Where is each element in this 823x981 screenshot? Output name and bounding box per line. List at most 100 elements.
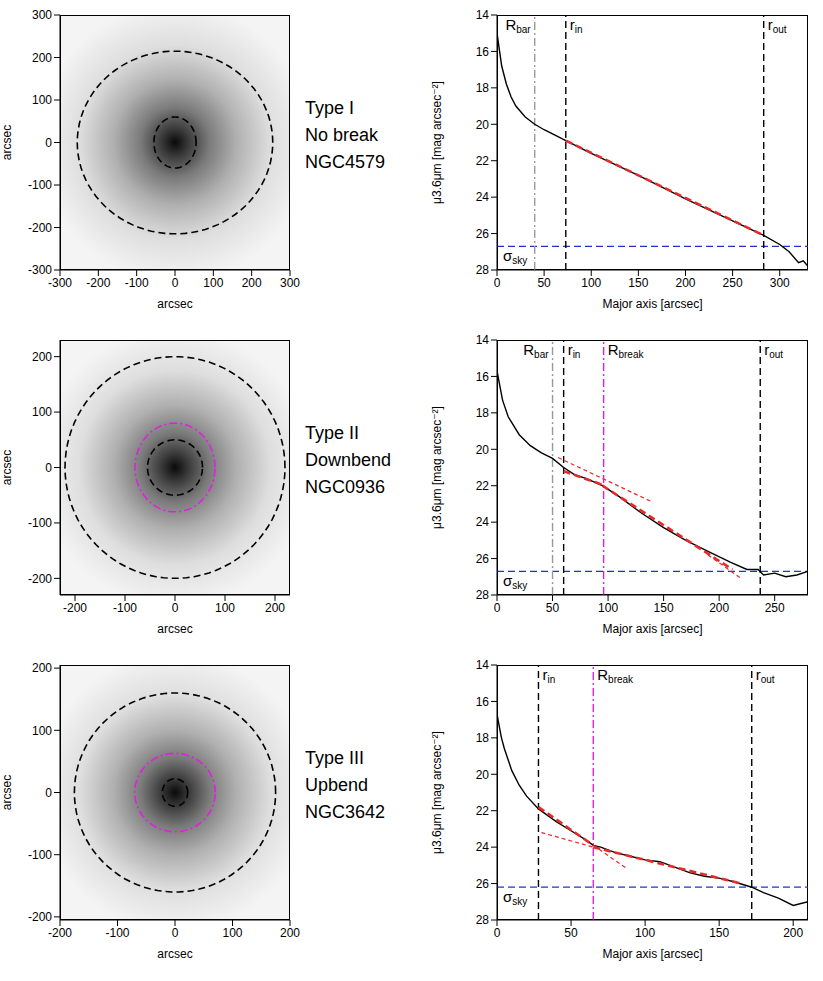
svg-text:200: 200 xyxy=(280,926,300,940)
svg-text:Major axis [arcsec]: Major axis [arcsec] xyxy=(602,297,702,311)
svg-text:σsky: σsky xyxy=(503,572,527,591)
svg-text:0: 0 xyxy=(172,926,179,940)
svg-text:0: 0 xyxy=(45,786,52,800)
svg-text:50: 50 xyxy=(537,276,551,290)
svg-text:24: 24 xyxy=(476,190,490,204)
svg-text:μ3.6μm [mag arcsec⁻²]: μ3.6μm [mag arcsec⁻²] xyxy=(430,406,444,529)
svg-text:150: 150 xyxy=(628,276,648,290)
svg-text:-100: -100 xyxy=(28,848,52,862)
svg-text:Rbreak: Rbreak xyxy=(597,666,634,685)
svg-text:arcsec: arcsec xyxy=(0,450,14,485)
svg-text:0: 0 xyxy=(45,461,52,475)
svg-text:arcsec: arcsec xyxy=(0,775,14,810)
svg-text:18: 18 xyxy=(476,406,490,420)
svg-text:-200: -200 xyxy=(63,601,87,615)
svg-text:200: 200 xyxy=(709,601,729,615)
svg-text:22: 22 xyxy=(476,154,490,168)
svg-text:200: 200 xyxy=(783,926,803,940)
svg-text:250: 250 xyxy=(723,276,743,290)
svg-text:-100: -100 xyxy=(28,516,52,530)
svg-text:arcsec: arcsec xyxy=(157,947,192,961)
svg-text:Major axis [arcsec]: Major axis [arcsec] xyxy=(602,622,702,636)
svg-text:μ3.6μm [mag arcsec⁻²]: μ3.6μm [mag arcsec⁻²] xyxy=(430,81,444,204)
svg-text:100: 100 xyxy=(32,724,52,738)
svg-text:0: 0 xyxy=(172,601,179,615)
svg-text:0: 0 xyxy=(494,926,501,940)
svg-text:-200: -200 xyxy=(28,572,52,586)
svg-text:200: 200 xyxy=(675,276,695,290)
svg-text:0: 0 xyxy=(172,276,179,290)
svg-text:300: 300 xyxy=(280,276,300,290)
svg-text:200: 200 xyxy=(32,350,52,364)
svg-text:rout: rout xyxy=(764,341,783,360)
svg-text:300: 300 xyxy=(32,8,52,22)
svg-text:26: 26 xyxy=(476,877,490,891)
svg-text:-300: -300 xyxy=(48,276,72,290)
svg-text:rin: rin xyxy=(542,666,555,685)
svg-text:arcsec: arcsec xyxy=(157,297,192,311)
svg-text:0: 0 xyxy=(45,136,52,150)
svg-text:-300: -300 xyxy=(28,263,52,277)
svg-text:300: 300 xyxy=(770,276,790,290)
svg-text:14: 14 xyxy=(476,333,490,347)
svg-text:arcsec: arcsec xyxy=(0,125,14,160)
svg-text:0: 0 xyxy=(494,601,501,615)
svg-text:Rbreak: Rbreak xyxy=(608,341,645,360)
svg-text:250: 250 xyxy=(765,601,785,615)
svg-text:μ3.6μm [mag arcsec⁻²]: μ3.6μm [mag arcsec⁻²] xyxy=(430,731,444,854)
svg-text:50: 50 xyxy=(564,926,578,940)
svg-text:200: 200 xyxy=(32,661,52,675)
svg-text:150: 150 xyxy=(654,601,674,615)
svg-text:-100: -100 xyxy=(105,926,129,940)
svg-text:100: 100 xyxy=(598,601,618,615)
svg-text:14: 14 xyxy=(476,8,490,22)
svg-text:20: 20 xyxy=(476,443,490,457)
svg-text:14: 14 xyxy=(476,658,490,672)
svg-text:200: 200 xyxy=(32,51,52,65)
svg-text:24: 24 xyxy=(476,515,490,529)
svg-text:-100: -100 xyxy=(125,276,149,290)
svg-text:100: 100 xyxy=(635,926,655,940)
svg-text:28: 28 xyxy=(476,588,490,602)
svg-text:-200: -200 xyxy=(28,221,52,235)
svg-text:arcsec: arcsec xyxy=(157,622,192,636)
svg-text:100: 100 xyxy=(203,276,223,290)
svg-text:rout: rout xyxy=(756,666,775,685)
svg-text:50: 50 xyxy=(546,601,560,615)
svg-text:Rbar: Rbar xyxy=(523,341,549,360)
svg-text:-200: -200 xyxy=(28,910,52,924)
svg-text:28: 28 xyxy=(476,263,490,277)
svg-text:150: 150 xyxy=(709,926,729,940)
svg-text:-200: -200 xyxy=(86,276,110,290)
svg-text:22: 22 xyxy=(476,479,490,493)
svg-text:σsky: σsky xyxy=(503,888,527,907)
svg-text:18: 18 xyxy=(476,81,490,95)
svg-text:200: 200 xyxy=(242,276,262,290)
svg-text:200: 200 xyxy=(265,601,285,615)
svg-text:26: 26 xyxy=(476,227,490,241)
svg-text:100: 100 xyxy=(32,93,52,107)
svg-text:-200: -200 xyxy=(48,926,72,940)
svg-text:28: 28 xyxy=(476,913,490,927)
svg-text:100: 100 xyxy=(222,926,242,940)
svg-text:rin: rin xyxy=(568,341,581,360)
svg-text:18: 18 xyxy=(476,731,490,745)
svg-text:20: 20 xyxy=(476,118,490,132)
svg-text:24: 24 xyxy=(476,840,490,854)
svg-text:Major axis [arcsec]: Major axis [arcsec] xyxy=(602,947,702,961)
svg-text:100: 100 xyxy=(32,405,52,419)
svg-text:16: 16 xyxy=(476,45,490,59)
svg-text:rin: rin xyxy=(570,16,583,35)
svg-text:16: 16 xyxy=(476,695,490,709)
svg-text:26: 26 xyxy=(476,552,490,566)
svg-text:rout: rout xyxy=(768,16,787,35)
svg-text:-100: -100 xyxy=(28,178,52,192)
svg-text:16: 16 xyxy=(476,370,490,384)
svg-text:100: 100 xyxy=(215,601,235,615)
svg-text:-100: -100 xyxy=(113,601,137,615)
svg-text:Rbar: Rbar xyxy=(505,16,531,35)
svg-text:22: 22 xyxy=(476,804,490,818)
svg-text:σsky: σsky xyxy=(503,247,527,266)
svg-text:20: 20 xyxy=(476,768,490,782)
svg-text:100: 100 xyxy=(581,276,601,290)
